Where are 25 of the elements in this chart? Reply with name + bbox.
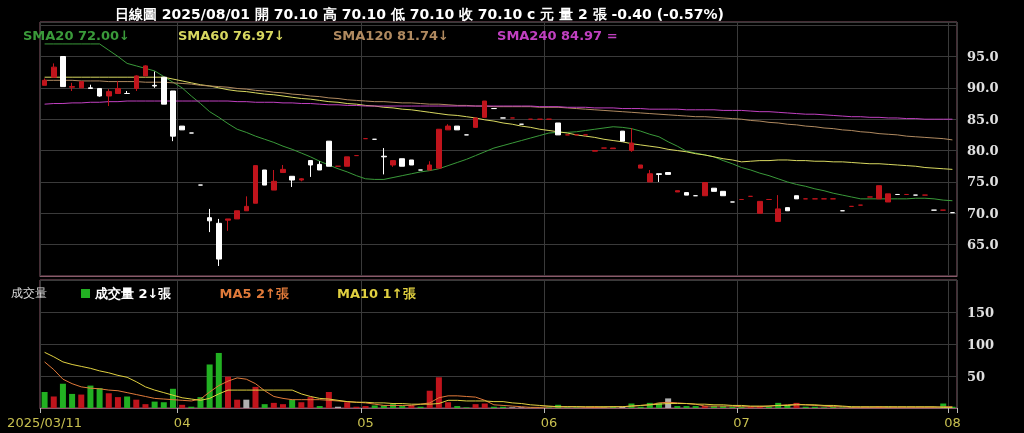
text: SMA240 84.97 = <box>497 28 618 43</box>
y-tick-label: 50 <box>967 368 986 384</box>
x-tick-label: 07 <box>733 415 750 430</box>
text: SMA120 81.74↓ <box>332 28 450 43</box>
y-tick-label: 150 <box>967 304 995 320</box>
text: SMA60 76.97↓ <box>177 28 285 43</box>
legend-label: 成交量 2↓張 <box>94 286 173 301</box>
y-tick-label: 95.0 <box>967 48 999 64</box>
series-label: SMA20 72.00↓ <box>23 28 130 43</box>
y-tick-label: 65.0 <box>967 237 999 253</box>
x-tick-label: 04 <box>173 415 191 430</box>
y-tick-label: 75.0 <box>967 174 999 190</box>
x-tick-label: 06 <box>540 415 558 430</box>
x-tick-label: 05 <box>357 415 374 430</box>
y-tick-label: 85.0 <box>967 111 999 127</box>
x-tick-label: 08 <box>944 415 961 430</box>
y-tick-label: 100 <box>967 336 995 352</box>
y-tick-label: 80.0 <box>967 143 999 159</box>
x-tick-label: 2025/03/11 <box>7 415 83 430</box>
y-tick-label: 90.0 <box>967 80 999 96</box>
text: MA5 2↑張 <box>219 286 290 301</box>
y-tick-label: 70.0 <box>967 205 999 221</box>
text: 成交量 <box>11 286 47 300</box>
text: MA10 1↑張 <box>336 286 417 301</box>
chart-title: 日線圖 2025/08/01 開 70.10 高 70.10 低 70.10 收 70.10 c 元 量 2 張 -0.40 (-0.57%) <box>115 6 724 22</box>
